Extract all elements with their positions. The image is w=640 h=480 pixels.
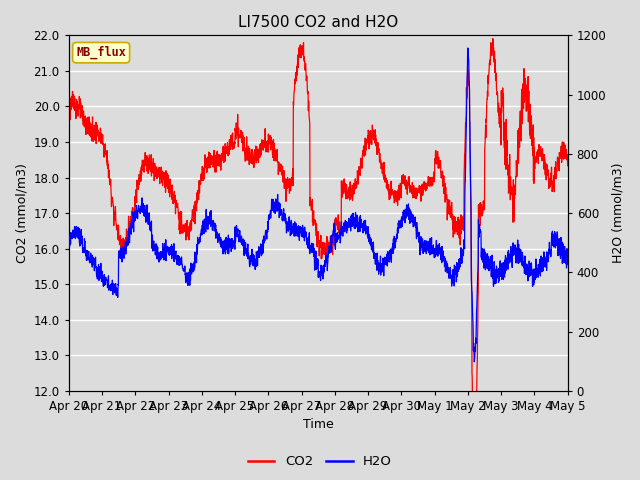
Title: LI7500 CO2 and H2O: LI7500 CO2 and H2O bbox=[238, 15, 398, 30]
Legend: CO2, H2O: CO2, H2O bbox=[243, 450, 397, 473]
Y-axis label: H2O (mmol/m3): H2O (mmol/m3) bbox=[612, 163, 625, 264]
X-axis label: Time: Time bbox=[303, 419, 333, 432]
Text: MB_flux: MB_flux bbox=[76, 46, 126, 60]
Y-axis label: CO2 (mmol/m3): CO2 (mmol/m3) bbox=[15, 163, 28, 263]
